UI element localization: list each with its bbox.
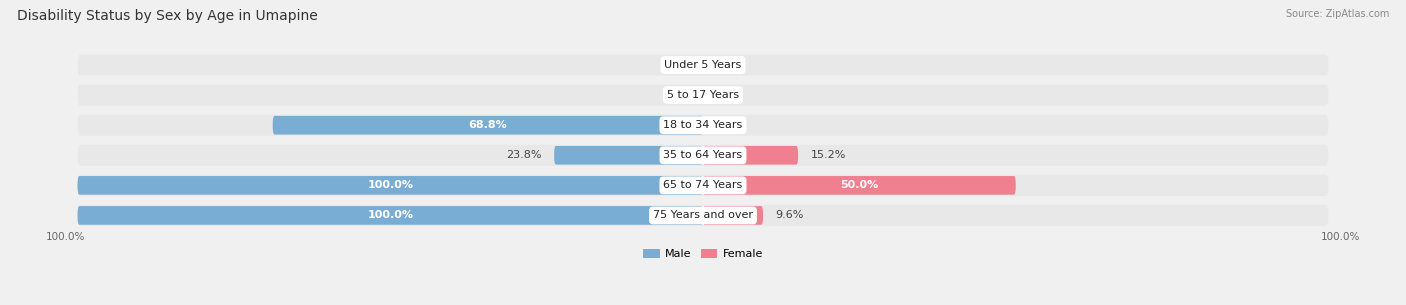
Text: 23.8%: 23.8% xyxy=(506,150,541,160)
Text: 100.0%: 100.0% xyxy=(367,210,413,221)
Text: Disability Status by Sex by Age in Umapine: Disability Status by Sex by Age in Umapi… xyxy=(17,9,318,23)
FancyBboxPatch shape xyxy=(77,206,703,225)
FancyBboxPatch shape xyxy=(77,176,703,195)
FancyBboxPatch shape xyxy=(703,146,799,165)
Text: 18 to 34 Years: 18 to 34 Years xyxy=(664,120,742,130)
Text: 100.0%: 100.0% xyxy=(46,232,86,242)
Text: 5 to 17 Years: 5 to 17 Years xyxy=(666,90,740,100)
Text: 9.6%: 9.6% xyxy=(776,210,804,221)
Text: 0.0%: 0.0% xyxy=(716,60,744,70)
Text: 75 Years and over: 75 Years and over xyxy=(652,210,754,221)
Legend: Male, Female: Male, Female xyxy=(638,244,768,264)
Text: 65 to 74 Years: 65 to 74 Years xyxy=(664,180,742,190)
FancyBboxPatch shape xyxy=(77,175,1329,196)
FancyBboxPatch shape xyxy=(77,84,1329,106)
FancyBboxPatch shape xyxy=(77,205,1329,226)
FancyBboxPatch shape xyxy=(77,115,1329,136)
Text: 0.0%: 0.0% xyxy=(716,120,744,130)
FancyBboxPatch shape xyxy=(77,55,1329,76)
Text: 0.0%: 0.0% xyxy=(662,90,690,100)
Text: 50.0%: 50.0% xyxy=(841,180,879,190)
Text: Under 5 Years: Under 5 Years xyxy=(665,60,741,70)
FancyBboxPatch shape xyxy=(77,145,1329,166)
Text: Source: ZipAtlas.com: Source: ZipAtlas.com xyxy=(1285,9,1389,19)
Text: 68.8%: 68.8% xyxy=(468,120,508,130)
FancyBboxPatch shape xyxy=(703,176,1015,195)
Text: 15.2%: 15.2% xyxy=(811,150,846,160)
Text: 100.0%: 100.0% xyxy=(1320,232,1360,242)
Text: 0.0%: 0.0% xyxy=(662,60,690,70)
FancyBboxPatch shape xyxy=(273,116,703,135)
Text: 35 to 64 Years: 35 to 64 Years xyxy=(664,150,742,160)
Text: 0.0%: 0.0% xyxy=(716,90,744,100)
Text: 100.0%: 100.0% xyxy=(367,180,413,190)
FancyBboxPatch shape xyxy=(703,206,763,225)
FancyBboxPatch shape xyxy=(554,146,703,165)
